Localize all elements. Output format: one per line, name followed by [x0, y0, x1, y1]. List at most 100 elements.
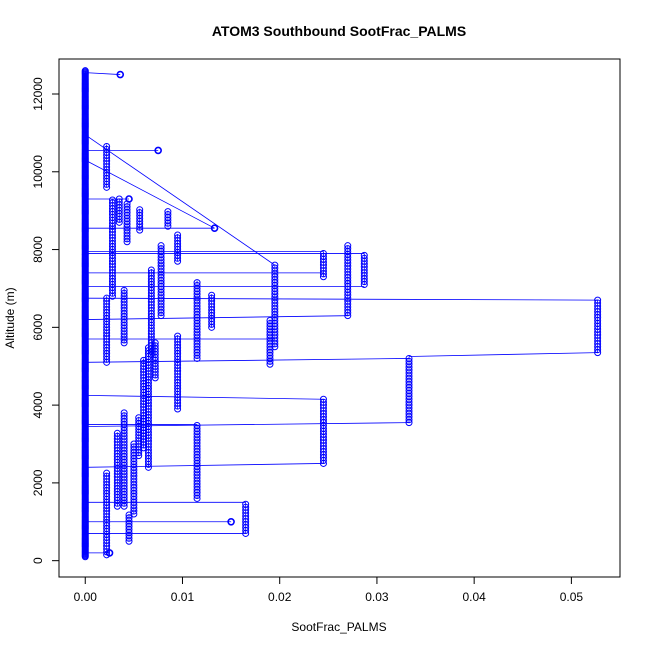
- data-point-column: [103, 143, 111, 191]
- data-point: [120, 289, 128, 297]
- data-point: [151, 342, 159, 350]
- data-point: [157, 242, 165, 250]
- data-point: [271, 264, 279, 272]
- data-point-column: [319, 249, 327, 281]
- data-point: [344, 242, 352, 250]
- data-point: [151, 339, 159, 347]
- data-point: [103, 469, 111, 477]
- data-point-column: [193, 422, 201, 502]
- data-point: [125, 195, 133, 203]
- data-point: [108, 196, 116, 204]
- data-point: [123, 203, 131, 211]
- data-point: [154, 146, 162, 155]
- x-tick-label: 0.04: [462, 590, 486, 604]
- series-line-segment: [85, 422, 410, 427]
- data-point: [164, 211, 172, 219]
- data-point: [174, 335, 182, 343]
- data-point: [103, 297, 111, 305]
- x-axis-label: SootFrac_PALMS: [291, 620, 386, 634]
- data-point: [147, 266, 155, 274]
- data-point: [193, 279, 201, 287]
- data-point: [125, 511, 133, 519]
- data-point: [242, 503, 250, 511]
- data-point-column: [157, 242, 165, 320]
- data-point: [319, 252, 327, 260]
- data-point: [120, 412, 128, 420]
- y-tick-label: 8000: [31, 236, 45, 263]
- data-point: [405, 357, 413, 365]
- data-point: [136, 206, 144, 214]
- data-point-column: [319, 395, 327, 467]
- data-point: [174, 234, 182, 242]
- data-point: [344, 245, 352, 253]
- data-point: [360, 254, 368, 262]
- x-tick-label: 0.02: [268, 590, 292, 604]
- data-point: [208, 291, 216, 299]
- data-point-column: [344, 242, 352, 320]
- series-line-segment: [85, 463, 324, 468]
- data-point: [319, 249, 327, 257]
- series-line-segment: [85, 358, 410, 363]
- data-point-column: [125, 511, 133, 545]
- x-tick-label: 0.01: [171, 590, 195, 604]
- y-axis-label: Altitude (m): [3, 287, 17, 348]
- data-point: [319, 395, 327, 403]
- data-point: [210, 224, 219, 232]
- data-point-column: [120, 286, 128, 347]
- data-point-column: [136, 206, 144, 234]
- series-line-segment: [409, 352, 598, 357]
- data-point-column: [242, 500, 250, 537]
- data-point-column: [193, 279, 201, 362]
- data-point: [594, 299, 602, 307]
- data-point-column: [208, 291, 216, 331]
- y-tick-label: 10000: [31, 155, 45, 189]
- data-point-column: [115, 195, 123, 226]
- data-point: [81, 67, 89, 75]
- data-point: [103, 145, 111, 153]
- data-point-column: [360, 251, 368, 289]
- y-tick-label: 6000: [31, 314, 45, 341]
- data-point: [105, 549, 114, 557]
- x-tick-label: 0.03: [365, 590, 389, 604]
- data-point-column: [81, 67, 89, 561]
- data-point: [115, 195, 123, 203]
- series-line-segment: [85, 134, 276, 266]
- data-point: [227, 517, 235, 526]
- series-line-segment: [85, 72, 121, 75]
- data-point: [594, 296, 602, 304]
- data-point: [208, 294, 216, 302]
- chart-title: ATOM3 Southbound SootFrac_PALMS: [212, 23, 466, 39]
- data-point-column: [147, 266, 155, 359]
- data-point-column: [103, 469, 111, 559]
- data-point: [147, 269, 155, 277]
- data-point: [120, 409, 128, 417]
- data-point: [113, 432, 121, 440]
- y-tick-label: 2000: [31, 469, 45, 496]
- data-point: [164, 208, 172, 216]
- y-tick-label: 12000: [31, 77, 45, 111]
- y-axis: 0 2000 4000 6000 8000 10000 12000: [31, 77, 60, 564]
- data-point: [193, 282, 201, 290]
- x-axis: 0.00 0.01 0.02 0.03 0.04 0.05: [74, 576, 583, 604]
- data-point: [242, 500, 250, 508]
- x-tick-label: 0.00: [74, 590, 98, 604]
- data-point-column: [108, 196, 116, 300]
- data-point: [193, 422, 201, 430]
- data-point: [113, 429, 121, 437]
- data-point: [116, 70, 125, 79]
- data-point: [193, 424, 201, 432]
- data-point: [103, 472, 111, 480]
- data-point-column: [271, 261, 279, 351]
- y-tick-label: 0: [31, 557, 45, 564]
- data-point-column: [174, 332, 182, 413]
- data-point: [125, 514, 133, 522]
- data-point-column: [130, 440, 138, 518]
- data-point: [120, 286, 128, 294]
- series-line-segment: [85, 297, 598, 301]
- data-point: [319, 398, 327, 406]
- series-line-segment: [85, 315, 348, 320]
- data-point: [360, 251, 368, 259]
- data-point-column: [594, 296, 602, 357]
- data-point-column: [113, 429, 121, 510]
